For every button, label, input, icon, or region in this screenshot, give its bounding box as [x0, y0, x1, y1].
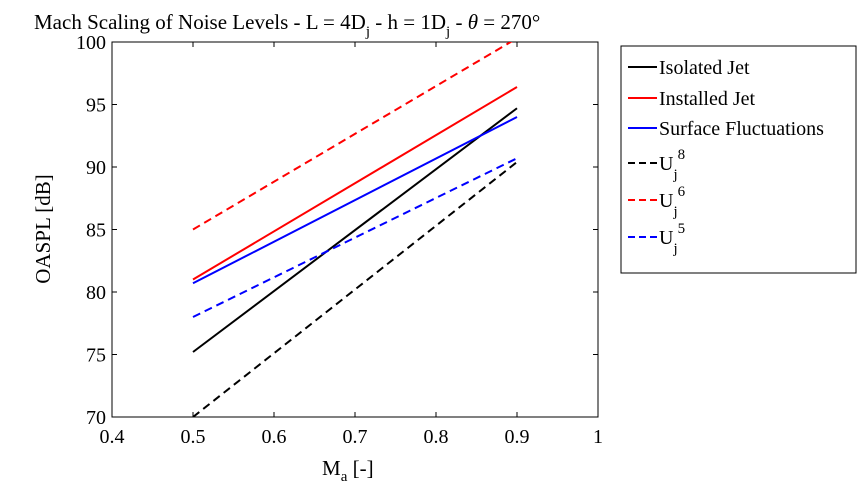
y-tick-label: 95 — [86, 95, 106, 117]
legend-label-6: Uj5 — [659, 221, 685, 257]
y-tick-label: 70 — [86, 407, 106, 429]
series-line-4 — [192, 161, 518, 417]
y-axis-ticks: 70 75 80 85 90 95 100 — [76, 32, 598, 429]
title-theta: θ — [468, 10, 478, 34]
x-tick-label: 0.8 — [424, 426, 449, 448]
legend-label-4: Uj8 — [659, 147, 685, 183]
title-mid: - h = 1D — [370, 10, 446, 34]
series-line-2 — [192, 86, 518, 281]
x-label-base: M — [322, 456, 341, 480]
series-line-5 — [192, 42, 513, 231]
y-tick-label: 90 — [86, 157, 106, 179]
y-axis-label: OASPL [dB] — [31, 174, 55, 283]
series-lines — [192, 42, 518, 417]
x-tick-label: 0.7 — [343, 426, 368, 448]
series-line-6 — [192, 157, 518, 318]
x-label-unit: [-] — [347, 456, 373, 480]
x-tick-label: 0.9 — [505, 426, 530, 448]
y-tick-label: 80 — [86, 282, 106, 304]
title-sub-j: j — [365, 24, 370, 40]
y-tick-label: 100 — [76, 32, 106, 54]
title-lead: Mach Scaling of Noise Levels - L = 4D — [34, 10, 366, 34]
x-tick-label: 0.6 — [262, 426, 287, 448]
x-tick-label: 0.5 — [181, 426, 206, 448]
y-tick-label: 75 — [86, 345, 106, 367]
chart-title: Mach Scaling of Noise Levels - L = 4Dj -… — [34, 10, 540, 40]
legend-label-3: Surface Fluctuations — [659, 118, 824, 140]
x-tick-label: 0.4 — [100, 426, 125, 448]
title-sub-j2: j — [445, 24, 450, 40]
x-tick-label: 1 — [593, 426, 603, 448]
legend-label-1: Isolated Jet — [659, 57, 750, 79]
legend-label-2: Installed Jet — [659, 88, 756, 110]
legend: Isolated Jet Installed Jet Surface Fluctua… — [620, 45, 857, 274]
x-axis-ticks: 0.4 0.5 0.6 0.7 0.8 0.9 1 — [100, 42, 603, 448]
x-axis-label: Ma [-] — [322, 456, 374, 485]
series-line-1 — [192, 107, 518, 353]
legend-box — [620, 45, 857, 274]
title-dash: - — [450, 10, 468, 34]
series-line-3 — [192, 116, 518, 285]
legend-label-5: Uj6 — [659, 184, 686, 220]
y-tick-label: 85 — [86, 220, 106, 242]
title-tail: = 270° — [478, 10, 540, 34]
x-label-sub: a — [341, 469, 348, 485]
